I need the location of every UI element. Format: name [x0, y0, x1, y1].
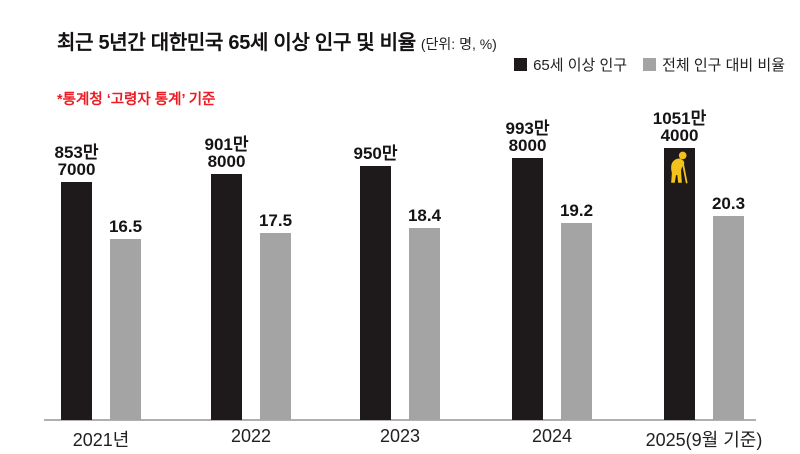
bar-ratio-2021년: [110, 239, 141, 420]
value-label-population-2023: 950만: [353, 144, 398, 163]
chart-unit-note: (단위: 명, %): [420, 36, 497, 52]
bar-population-2024: [512, 158, 543, 420]
legend-label-ratio: 전체 인구 대비 비율: [662, 57, 785, 74]
chart-title: 최근 5년간 대한민국 65세 이상 인구 및 비율 (단위: 명, %): [57, 26, 497, 55]
value-label-population-2021년: 853만 7000: [54, 143, 99, 179]
x-axis-label-3: 2023: [379, 426, 421, 446]
x-axis-label-1: 2021년: [72, 430, 130, 450]
value-label-ratio-2024: 19.2: [559, 201, 594, 220]
value-label-population-2025(9월 기준): 1051만 4000: [652, 109, 707, 145]
value-label-ratio-2022: 17.5: [258, 211, 293, 230]
chart-title-text: 최근 5년간 대한민국 65세 이상 인구 및 비율: [57, 32, 416, 54]
legend-item-population: 65세 이상 인구: [514, 54, 627, 75]
elderly-person-icon: [671, 151, 688, 184]
x-axis-label-2: 2022: [230, 426, 272, 446]
x-axis-label-5: 2025(9월 기준): [645, 430, 763, 450]
bar-ratio-2023: [409, 228, 440, 420]
legend-swatch-black: [514, 58, 528, 71]
legend-label-population: 65세 이상 인구: [533, 57, 628, 74]
bar-population-2022: [211, 174, 242, 420]
x-axis-label-4: 2024: [531, 426, 573, 446]
source-note: *통계청 ‘고령자 통계’ 기준: [57, 92, 216, 108]
bar-ratio-2022: [260, 233, 291, 420]
value-label-population-2022: 901만 8000: [204, 135, 249, 171]
legend-item-ratio: 전체 인구 대비 비율: [643, 54, 785, 75]
legend-swatch-gray: [643, 58, 657, 71]
value-label-ratio-2025(9월 기준): 20.3: [711, 194, 746, 213]
x-axis-line: [44, 419, 756, 421]
value-label-ratio-2023: 18.4: [407, 206, 442, 225]
value-label-population-2024: 993만 8000: [505, 119, 550, 155]
legend: 65세 이상 인구 전체 인구 대비 비율: [514, 54, 785, 75]
bar-population-2023: [360, 166, 391, 420]
bar-ratio-2025(9월 기준): [713, 216, 744, 420]
bar-population-2025(9월 기준): [664, 148, 695, 420]
value-label-ratio-2021년: 16.5: [108, 217, 143, 236]
bar-ratio-2024: [561, 223, 592, 420]
bar-population-2021년: [61, 182, 92, 420]
